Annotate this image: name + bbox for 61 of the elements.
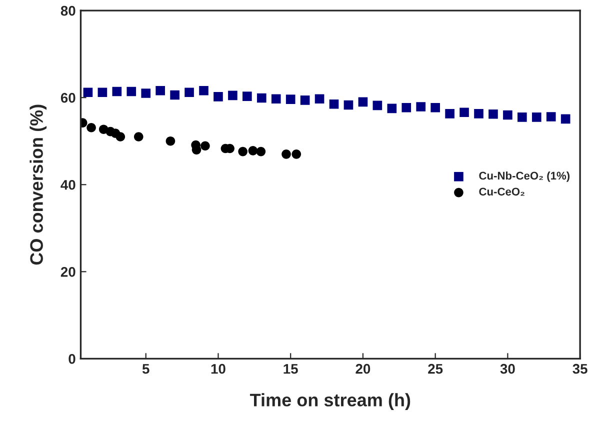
- point: [358, 97, 368, 107]
- x-tick-label: 30: [500, 364, 515, 374]
- point: [256, 93, 266, 103]
- point: [474, 109, 484, 118]
- point: [228, 90, 238, 100]
- point: [126, 86, 136, 96]
- point: [141, 88, 151, 98]
- point: [344, 100, 354, 110]
- point: [372, 100, 382, 110]
- point: [242, 92, 252, 101]
- x-tick-label: 20: [356, 364, 370, 374]
- point: [518, 112, 527, 122]
- point: [156, 86, 165, 96]
- point: [184, 88, 194, 98]
- point: [98, 88, 108, 98]
- y-tick-label: 40: [60, 180, 76, 190]
- point: [192, 145, 202, 154]
- point: [271, 94, 281, 104]
- y-tick-label: 60: [60, 92, 76, 103]
- x-tick-label: 25: [428, 364, 443, 374]
- point: [532, 112, 542, 122]
- point: [134, 132, 144, 142]
- point: [256, 146, 266, 156]
- point: [560, 114, 570, 124]
- y-tick-label: 0: [68, 354, 76, 364]
- point: [445, 109, 454, 118]
- point: [488, 109, 498, 119]
- point: [286, 94, 296, 104]
- point: [200, 141, 210, 151]
- y-tick-label: 20: [60, 266, 76, 277]
- point: [387, 104, 397, 114]
- point: [86, 122, 96, 132]
- point: [416, 102, 426, 112]
- point: [292, 150, 302, 159]
- point: [503, 110, 512, 120]
- point: [112, 86, 122, 96]
- legend-label: Cu-Nb-CeO₂ (1%): [479, 171, 570, 182]
- point: [248, 146, 258, 156]
- x-tick-label: 10: [211, 364, 226, 374]
- point: [199, 86, 208, 96]
- point: [116, 132, 126, 142]
- point: [314, 94, 324, 104]
- legend-label: Cu-CeO₂: [479, 188, 524, 196]
- x-tick-label: 35: [572, 364, 588, 374]
- point: [166, 136, 176, 146]
- point: [430, 102, 440, 112]
- point: [83, 88, 93, 98]
- point: [282, 150, 291, 159]
- point: [402, 102, 412, 112]
- point: [214, 92, 223, 102]
- x-tick-label: 5: [142, 364, 150, 374]
- x-axis-title: Time on stream (h): [250, 393, 410, 410]
- point: [170, 90, 180, 100]
- y-axis-title: CO conversion (%): [30, 104, 47, 265]
- point: [300, 96, 310, 105]
- point: [460, 108, 469, 118]
- point: [329, 99, 339, 109]
- point: [546, 112, 556, 122]
- point: [238, 146, 248, 156]
- y-tick-label: 80: [60, 6, 76, 16]
- x-tick-label: 15: [284, 364, 298, 374]
